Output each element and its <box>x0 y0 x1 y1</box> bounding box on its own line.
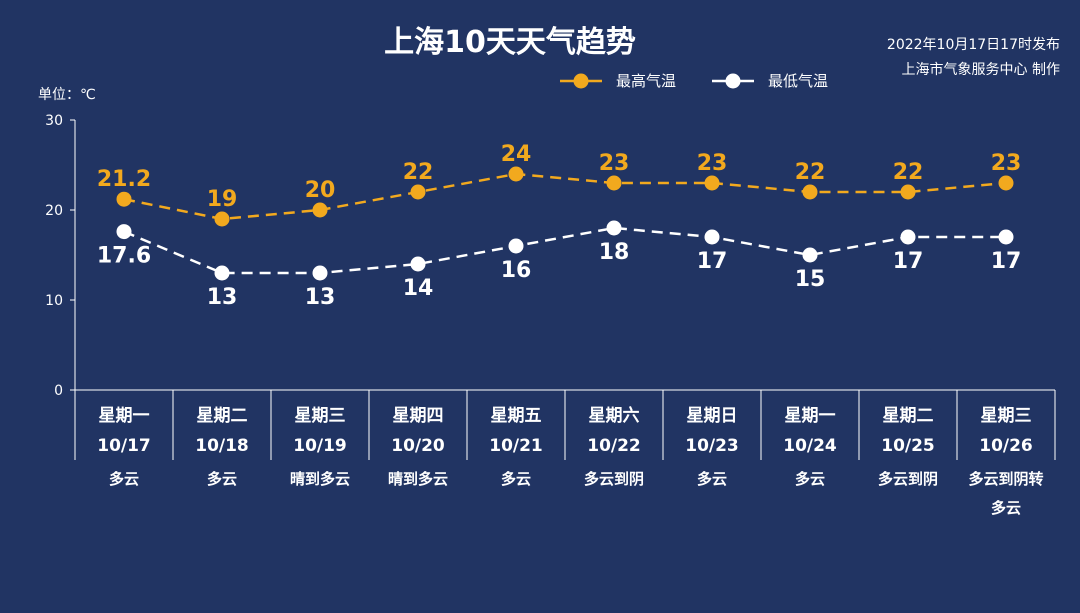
data-point <box>508 166 524 182</box>
legend-marker <box>725 73 741 89</box>
series-line <box>123 226 1006 275</box>
data-point <box>704 175 720 191</box>
data-point <box>802 247 818 263</box>
data-label: 13 <box>207 285 238 310</box>
data-label: 23 <box>991 151 1022 176</box>
y-tick-label: 30 <box>45 113 63 129</box>
data-point <box>606 175 622 191</box>
weekday-label: 星期三 <box>981 406 1032 426</box>
publish-time: 2022年10月17日17时发布 <box>887 37 1060 53</box>
weather-condition-label: 多云到阴 <box>584 470 644 488</box>
legend-marker <box>573 73 589 89</box>
date-label: 10/20 <box>391 436 445 456</box>
data-point <box>998 229 1014 245</box>
weather-condition-label: 多云到阴 <box>878 470 938 488</box>
chart-axes: 0 10 20 30 <box>45 113 1056 460</box>
weekday-label: 星期日 <box>687 406 738 426</box>
weekday-label: 星期二 <box>197 406 248 426</box>
date-label: 10/22 <box>587 436 641 456</box>
unit-label: 单位：℃ <box>38 87 96 103</box>
producer-credit: 上海市气象服务中心 制作 <box>902 61 1060 78</box>
weather-condition-label: 多云 <box>991 499 1021 517</box>
data-label: 22 <box>893 160 924 185</box>
data-label: 17 <box>697 249 728 274</box>
series-line <box>123 172 1007 221</box>
weekday-label: 星期五 <box>491 406 542 426</box>
date-label: 10/17 <box>97 436 151 456</box>
date-label: 10/25 <box>881 436 935 456</box>
weekday-label: 星期三 <box>295 406 346 426</box>
data-label: 24 <box>501 142 532 167</box>
weekday-label: 星期一 <box>785 406 836 426</box>
series-low: 17.6 13 13 14 16 18 17 15 17 17 <box>97 220 1022 310</box>
data-point <box>704 229 720 245</box>
data-label: 21.2 <box>97 167 151 192</box>
y-tick-label: 0 <box>54 383 63 399</box>
data-label: 13 <box>305 285 336 310</box>
data-label: 19 <box>207 187 238 212</box>
weekday-label: 星期六 <box>589 405 640 426</box>
weather-condition-label: 晴到多云 <box>290 470 350 488</box>
data-label: 15 <box>795 267 826 292</box>
date-label: 10/18 <box>195 436 249 456</box>
date-label: 10/21 <box>489 436 543 456</box>
date-label: 10/26 <box>979 436 1033 456</box>
weather-condition-label: 多云 <box>109 470 139 488</box>
data-point <box>410 184 426 200</box>
data-label: 22 <box>403 160 434 185</box>
data-label: 23 <box>697 151 728 176</box>
weather-condition-label: 多云到阴转 <box>968 470 1043 488</box>
data-point <box>214 211 230 227</box>
data-point <box>116 224 132 240</box>
data-label: 17.6 <box>97 244 151 269</box>
data-label: 14 <box>403 276 434 301</box>
weekday-label: 星期一 <box>99 406 150 426</box>
data-point <box>312 202 328 218</box>
data-point <box>998 175 1014 191</box>
chart-series: 21.2 19 20 22 24 23 23 22 22 23 17.6 13 13 14 16 18 17 15… <box>97 142 1021 310</box>
data-point <box>900 184 916 200</box>
data-point <box>410 256 426 272</box>
weather-condition-label: 多云 <box>207 470 237 488</box>
chart-legend: 最高气温 最低气温 <box>560 72 828 90</box>
data-point <box>606 220 622 236</box>
chart-title: 上海10天天气趋势 <box>384 25 636 60</box>
data-point <box>312 265 328 281</box>
date-label: 10/24 <box>783 436 837 456</box>
data-point <box>802 184 818 200</box>
legend-label: 最低气温 <box>768 72 828 90</box>
data-label: 20 <box>305 178 336 203</box>
weather-condition-label: 多云 <box>501 470 531 488</box>
legend-label: 最高气温 <box>616 72 676 90</box>
weekday-label: 星期四 <box>393 406 444 426</box>
data-label: 17 <box>893 249 924 274</box>
date-label: 10/19 <box>293 436 347 456</box>
data-label: 23 <box>599 151 630 176</box>
data-point <box>214 265 230 281</box>
weather-condition-label: 多云 <box>795 470 825 488</box>
data-point <box>900 229 916 245</box>
data-label: 22 <box>795 160 826 185</box>
date-label: 10/23 <box>685 436 739 456</box>
weather-condition-label: 晴到多云 <box>388 470 448 488</box>
data-point <box>508 238 524 254</box>
data-label: 16 <box>501 258 532 283</box>
data-label: 17 <box>991 249 1022 274</box>
y-tick-label: 10 <box>45 293 63 309</box>
weather-condition-label: 多云 <box>697 470 727 488</box>
data-point <box>116 191 132 207</box>
series-high: 21.2 19 20 22 24 23 23 22 22 23 <box>97 142 1021 227</box>
data-label: 18 <box>599 240 630 265</box>
weekday-label: 星期二 <box>883 406 934 426</box>
y-tick-label: 20 <box>45 203 63 219</box>
x-axis-labels: 星期一 10/17 多云 星期二 10/18 多云 星期三 10/19 晴到多云 星期四 10/20… <box>97 405 1043 517</box>
